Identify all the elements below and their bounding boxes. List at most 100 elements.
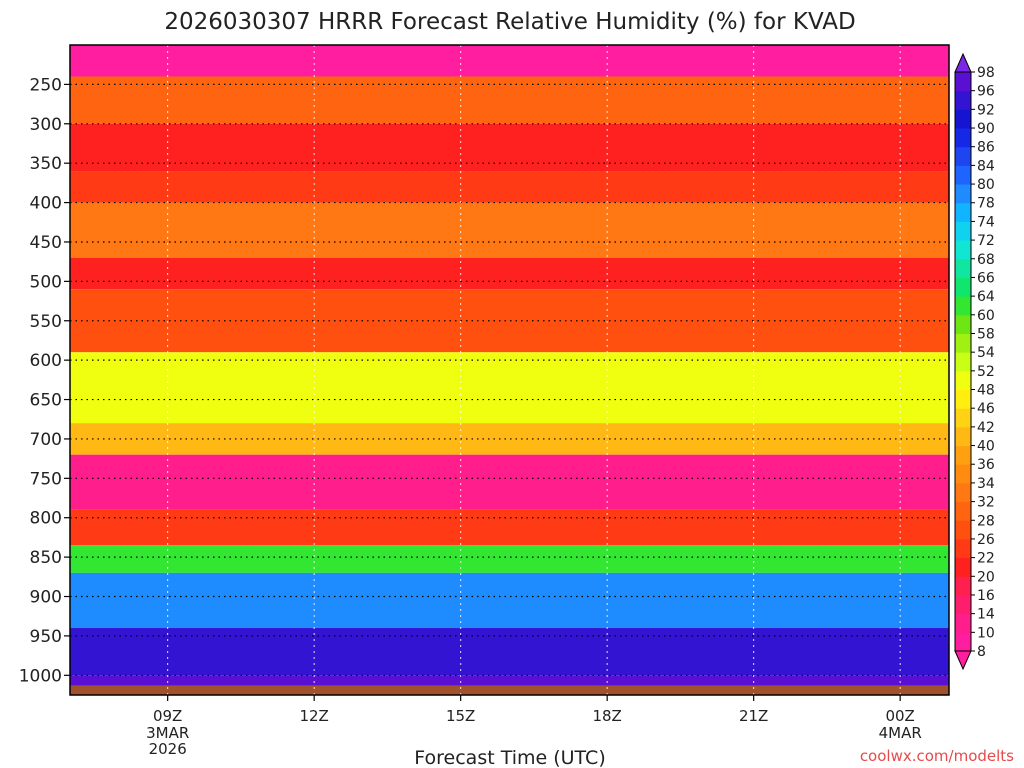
colorbar-swatch-8 [955,632,971,652]
xtick-label-9: 09Z [153,707,182,725]
colorbar-swatch-72 [955,221,971,241]
colorbar-swatch-78 [955,184,971,204]
ytick-label-1000: 1000 [19,666,62,686]
colorbar-label-26: 26 [977,532,995,548]
colorbar-swatch-86 [955,128,971,148]
colorbar-label-64: 64 [977,289,995,305]
colorbar-bottom-arrow [954,650,972,671]
colorbar-label-92: 92 [977,102,995,118]
colorbar-swatch-42 [955,408,971,428]
colorbar-label-78: 78 [977,196,995,212]
ytick-label-450: 450 [30,233,62,253]
colorbar-label-72: 72 [977,233,995,249]
colorbar-label-96: 96 [977,84,995,100]
humidity-layer-11 [70,545,949,573]
colorbar-label-98: 98 [977,65,995,81]
colorbar-label-22: 22 [977,551,995,567]
colorbar-swatch-66 [955,258,971,278]
colorbar-swatch-96 [955,72,971,92]
colorbar: 8 10 14 16 20 22 26 28 32 34 36 40 42 46 48 52 54 58 60 64 6… [954,52,995,671]
ytick-label-300: 300 [30,115,62,135]
colorbar-label-58: 58 [977,326,995,342]
plot-area [69,44,950,696]
xtick-sublabel-9-1: 2026 [149,740,187,758]
colorbar-swatch-92 [955,90,971,110]
plot-frame [69,44,950,696]
credit-text[interactable]: coolwx.com/modelts [860,747,1014,765]
colorbar-label-74: 74 [977,214,995,230]
colorbar-label-10: 10 [977,625,995,641]
colorbar-label-32: 32 [977,495,995,511]
colorbar-swatch-80 [955,165,971,185]
humidity-layer-8 [70,423,949,455]
ytick-label-850: 850 [30,548,62,568]
colorbar-swatch-32 [955,482,971,503]
colorbar-swatch-26 [955,520,971,540]
ytick-label-500: 500 [30,272,62,292]
humidity-layer-6 [70,289,949,353]
colorbar-swatch-68 [955,240,971,260]
colorbar-label-68: 68 [977,252,995,268]
x-axis-label: Forecast Time (UTC) [414,747,605,768]
colorbar-label-40: 40 [977,439,995,455]
colorbar-label-36: 36 [977,457,995,473]
colorbar-swatch-10 [955,613,971,633]
colorbar-label-48: 48 [977,383,995,399]
colorbar-swatch-14 [955,594,971,615]
colorbar-swatch-84 [955,146,971,166]
ytick-label-400: 400 [30,194,62,214]
colorbar-swatch-54 [955,333,971,353]
humidity-layer-7 [70,352,949,424]
ytick-label-600: 600 [30,351,62,371]
humidity-layer-12 [70,572,949,629]
colorbar-swatch-34 [955,464,971,484]
colorbar-label-84: 84 [977,158,995,174]
colorbar-label-16: 16 [977,588,995,604]
gridlines [70,45,949,695]
colorbar-label-66: 66 [977,270,995,286]
colorbar-label-8: 8 [977,644,986,660]
xtick-label-18: 18Z [592,707,621,725]
colorbar-label-14: 14 [977,607,995,623]
humidity-layer-13 [70,628,949,676]
colorbar-swatch-60 [955,296,971,316]
humidity-layer-0 [70,45,949,77]
humidity-layer-1 [70,76,949,124]
colorbar-frame [954,71,972,652]
colorbar-top-arrow [954,52,972,73]
colorbar-swatch-58 [955,314,971,334]
colorbar-swatch-90 [955,109,971,129]
colorbar-label-34: 34 [977,476,995,492]
humidity-layer-10 [70,509,949,546]
colorbar-label-80: 80 [977,177,995,193]
colorbar-swatch-46 [955,389,971,409]
ytick-label-900: 900 [30,588,62,608]
y-axis: 1000 950 900 850 800 750 700 650 600 550 500 450 400… [19,75,70,686]
xtick-label-15: 15Z [446,707,475,725]
colorbar-swatch-40 [955,426,971,447]
colorbar-label-54: 54 [977,345,995,361]
colorbar-swatch-22 [955,538,971,559]
colorbar-label-90: 90 [977,121,995,137]
chart-title: 2026030307 HRRR Forecast Relative Humidi… [164,9,855,35]
ground-strip [70,685,949,695]
humidity-layer-9 [70,454,949,510]
colorbar-swatch-16 [955,576,971,596]
colorbar-label-60: 60 [977,308,995,324]
colorbar-swatch-28 [955,501,971,521]
humidity-layer-14 [70,675,949,686]
colorbar-swatch-20 [955,557,971,577]
humidity-layers [70,45,949,686]
xtick-label-21: 21Z [739,707,768,725]
ytick-label-700: 700 [30,430,62,450]
humidity-layer-3 [70,171,949,203]
ytick-label-350: 350 [30,154,62,174]
ytick-label-950: 950 [30,627,62,647]
colorbar-label-28: 28 [977,513,995,529]
humidity-layer-5 [70,257,949,290]
xtick-sublabel-9-0: 3MAR [146,724,189,742]
colorbar-swatch-36 [955,445,971,465]
ytick-label-650: 650 [30,391,62,411]
